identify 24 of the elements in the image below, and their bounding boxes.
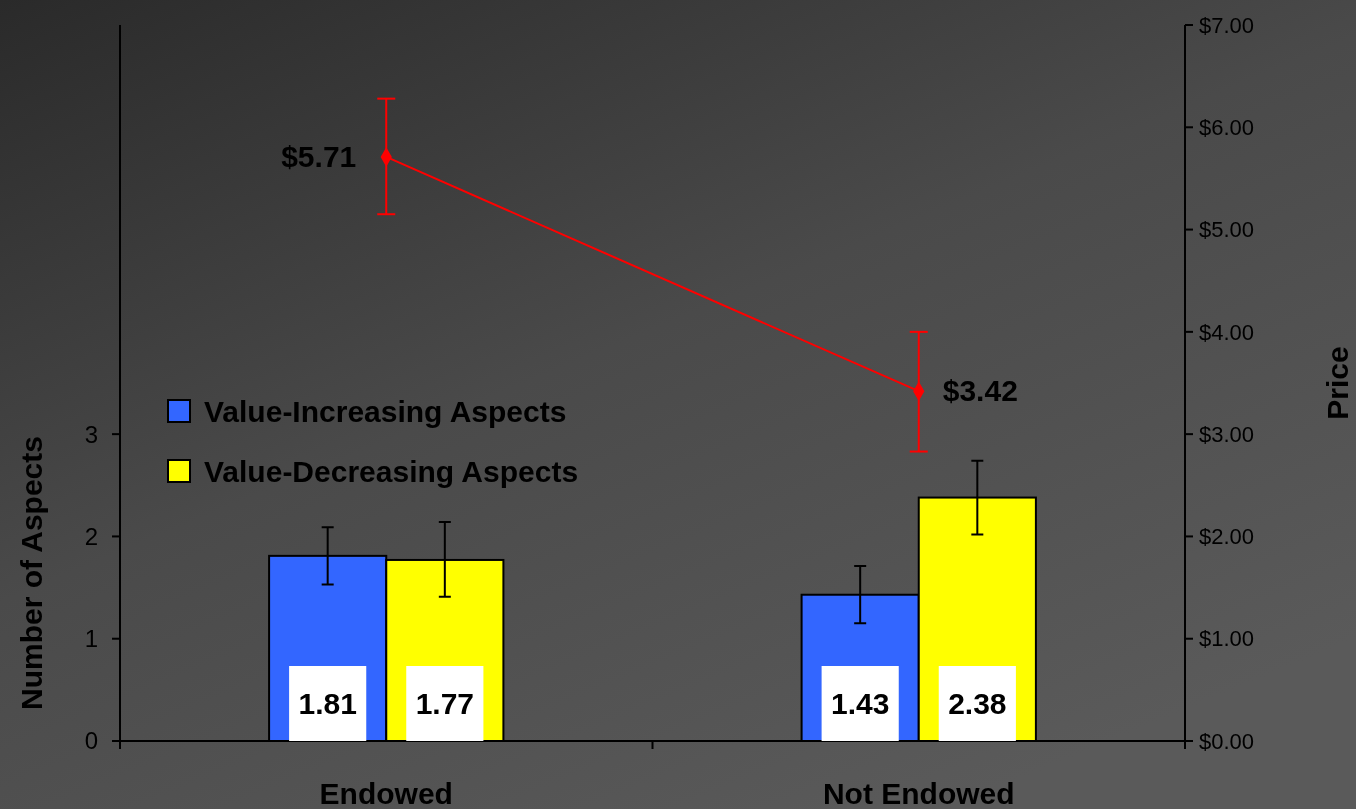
y-tick-label: 0 (84, 727, 98, 755)
y2-tick-label: $0.00 (1199, 728, 1255, 754)
y-axis-title: Number of Aspects (15, 436, 48, 710)
y2-tick-label: $5.00 (1199, 217, 1255, 243)
y-tick-label: 1 (84, 625, 98, 653)
y2-tick-label: $7.00 (1199, 12, 1255, 38)
x-tick-label: Not Endowed (822, 777, 1015, 809)
data-label: 1.81 (298, 687, 357, 720)
y2-tick-label: $4.00 (1199, 319, 1255, 345)
y2-tick-label: $1.00 (1199, 626, 1255, 652)
legend-label: Value-Decreasing Aspects (204, 454, 579, 488)
y-tick-label: 3 (84, 420, 98, 448)
data-label: 2.38 (948, 687, 1007, 720)
legend-label: Value-Increasing Aspects (204, 394, 567, 428)
data-label: $3.42 (942, 374, 1018, 408)
y2-tick-label: $3.00 (1199, 421, 1255, 447)
data-label: 1.43 (830, 687, 890, 720)
y2-tick-label: $2.00 (1199, 524, 1255, 550)
y2-tick-label: $6.00 (1199, 114, 1255, 140)
x-tick-label: Endowed (319, 777, 453, 809)
data-label: $5.71 (281, 139, 357, 173)
y-tick-label: 2 (84, 522, 98, 550)
y2-axis-title: Price (1321, 346, 1354, 420)
data-label: 1.77 (415, 687, 475, 720)
